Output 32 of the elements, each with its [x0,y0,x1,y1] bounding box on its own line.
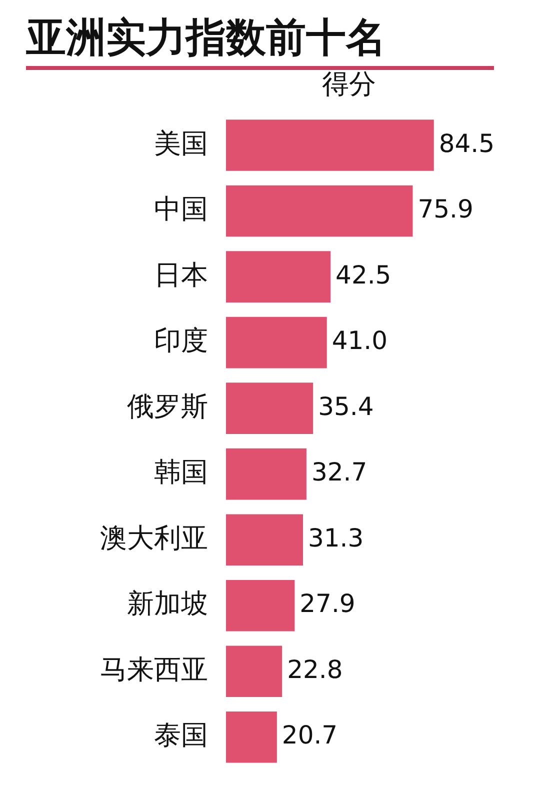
bar [226,382,314,434]
bar [226,120,434,171]
y-tick-label: 日本 [154,260,208,291]
data-label: 75.9 [418,194,474,224]
data-label: 35.4 [318,392,374,421]
bar [226,711,277,763]
data-label: 42.5 [336,260,392,290]
y-tick-label: 泰国 [154,720,208,752]
bar [226,251,331,302]
y-tick-label: 美国 [154,128,208,160]
x-axis-title: 得分 [322,69,376,100]
y-tick-label: 中国 [154,194,208,226]
bar [226,316,327,368]
bar [226,514,303,566]
chart-title: 亚洲实力指数前十名 [25,14,387,63]
data-label: 20.7 [282,720,338,750]
data-label: 31.3 [308,523,364,552]
data-label: 84.5 [438,128,495,158]
y-tick-label: 澳大利亚 [100,522,208,554]
y-tick-label: 马来西亚 [100,654,208,686]
data-label: 41.0 [332,326,388,356]
bar [226,646,282,698]
y-tick-label: 新加坡 [127,588,208,620]
data-label: 27.9 [300,589,356,618]
bar [226,580,295,632]
bar [226,448,306,500]
bar [226,185,413,237]
y-tick-label: 俄罗斯 [127,391,208,422]
y-tick-label: 韩国 [154,457,208,488]
data-label: 32.7 [311,458,368,487]
y-tick-label: 印度 [154,326,208,357]
data-label: 22.8 [287,654,343,684]
